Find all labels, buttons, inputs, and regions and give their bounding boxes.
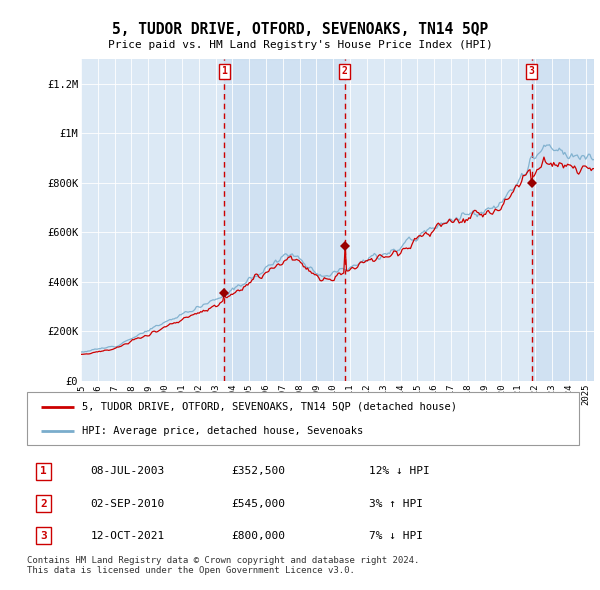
Text: Contains HM Land Registry data © Crown copyright and database right 2024.
This d: Contains HM Land Registry data © Crown c…: [27, 556, 419, 575]
FancyBboxPatch shape: [27, 392, 579, 445]
Text: £352,500: £352,500: [231, 467, 285, 476]
Text: 5, TUDOR DRIVE, OTFORD, SEVENOAKS, TN14 5QP (detached house): 5, TUDOR DRIVE, OTFORD, SEVENOAKS, TN14 …: [82, 402, 457, 412]
Text: £800,000: £800,000: [231, 530, 285, 540]
Text: 3: 3: [40, 530, 47, 540]
Text: 3: 3: [529, 66, 535, 76]
Text: 12-OCT-2021: 12-OCT-2021: [91, 530, 165, 540]
Text: 2: 2: [341, 66, 347, 76]
Text: 7% ↓ HPI: 7% ↓ HPI: [369, 530, 423, 540]
Text: HPI: Average price, detached house, Sevenoaks: HPI: Average price, detached house, Seve…: [82, 426, 364, 436]
Text: 5, TUDOR DRIVE, OTFORD, SEVENOAKS, TN14 5QP: 5, TUDOR DRIVE, OTFORD, SEVENOAKS, TN14 …: [112, 22, 488, 37]
Text: £545,000: £545,000: [231, 499, 285, 509]
Bar: [532, 59, 594, 381]
Text: 02-SEP-2010: 02-SEP-2010: [91, 499, 165, 509]
Bar: [224, 59, 344, 381]
Text: 1: 1: [40, 467, 47, 476]
Text: 2: 2: [40, 499, 47, 509]
Text: 12% ↓ HPI: 12% ↓ HPI: [369, 467, 430, 476]
Text: Price paid vs. HM Land Registry's House Price Index (HPI): Price paid vs. HM Land Registry's House …: [107, 40, 493, 50]
Text: 3% ↑ HPI: 3% ↑ HPI: [369, 499, 423, 509]
Text: 1: 1: [221, 66, 227, 76]
Text: 08-JUL-2003: 08-JUL-2003: [91, 467, 165, 476]
